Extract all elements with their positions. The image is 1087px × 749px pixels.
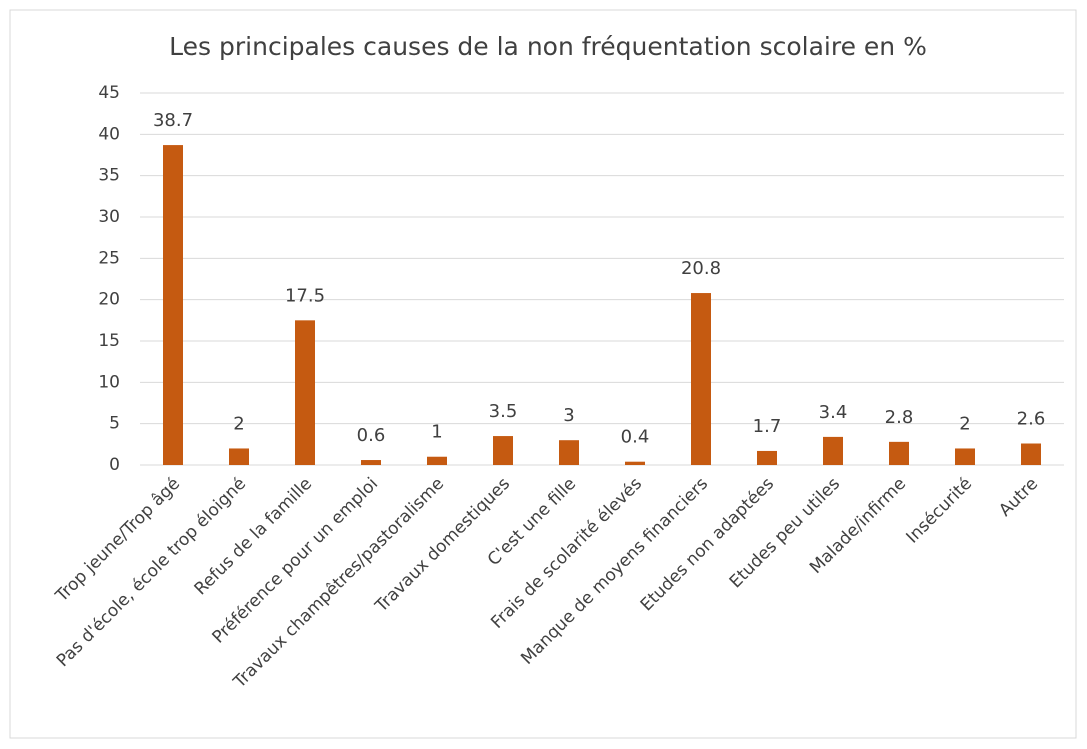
y-tick-label: 0 [109,455,120,475]
data-label: 3.4 [819,402,848,423]
bar [559,440,579,465]
y-tick-label: 5 [109,414,120,434]
data-label: 2 [233,413,244,434]
bar [889,441,909,465]
data-label: 20.8 [681,258,721,279]
y-tick-label: 30 [98,207,120,227]
bar [361,460,381,465]
bar [493,436,513,465]
bar [1021,443,1041,465]
data-label: 17.5 [285,285,325,306]
y-tick-label: 45 [98,83,120,103]
y-tick-label: 15 [98,331,120,351]
y-tick-label: 35 [98,166,120,186]
y-tick-label: 10 [98,372,120,392]
data-label: 3 [563,405,574,426]
bar [823,436,843,465]
data-label: 38.7 [153,110,193,131]
bar [625,461,645,465]
chart-title: Les principales causes de la non fréquen… [169,32,927,61]
chart-border [9,9,1077,739]
data-label: 0.4 [621,427,650,448]
bar [229,448,249,465]
bar [295,320,315,465]
bar [691,293,711,465]
bar [757,450,777,465]
data-label: 2.8 [885,407,914,428]
y-tick-label: 20 [98,290,120,310]
bar [163,145,183,465]
data-label: 1 [431,422,442,443]
data-label: 3.5 [489,401,518,422]
bar [427,456,447,465]
data-label: 2 [959,413,970,434]
data-label: 1.7 [753,416,782,437]
data-label: 2.6 [1017,409,1046,430]
y-tick-label: 40 [98,124,120,144]
bar [955,448,975,465]
data-label: 0.6 [357,425,386,446]
y-tick-label: 25 [98,248,120,268]
